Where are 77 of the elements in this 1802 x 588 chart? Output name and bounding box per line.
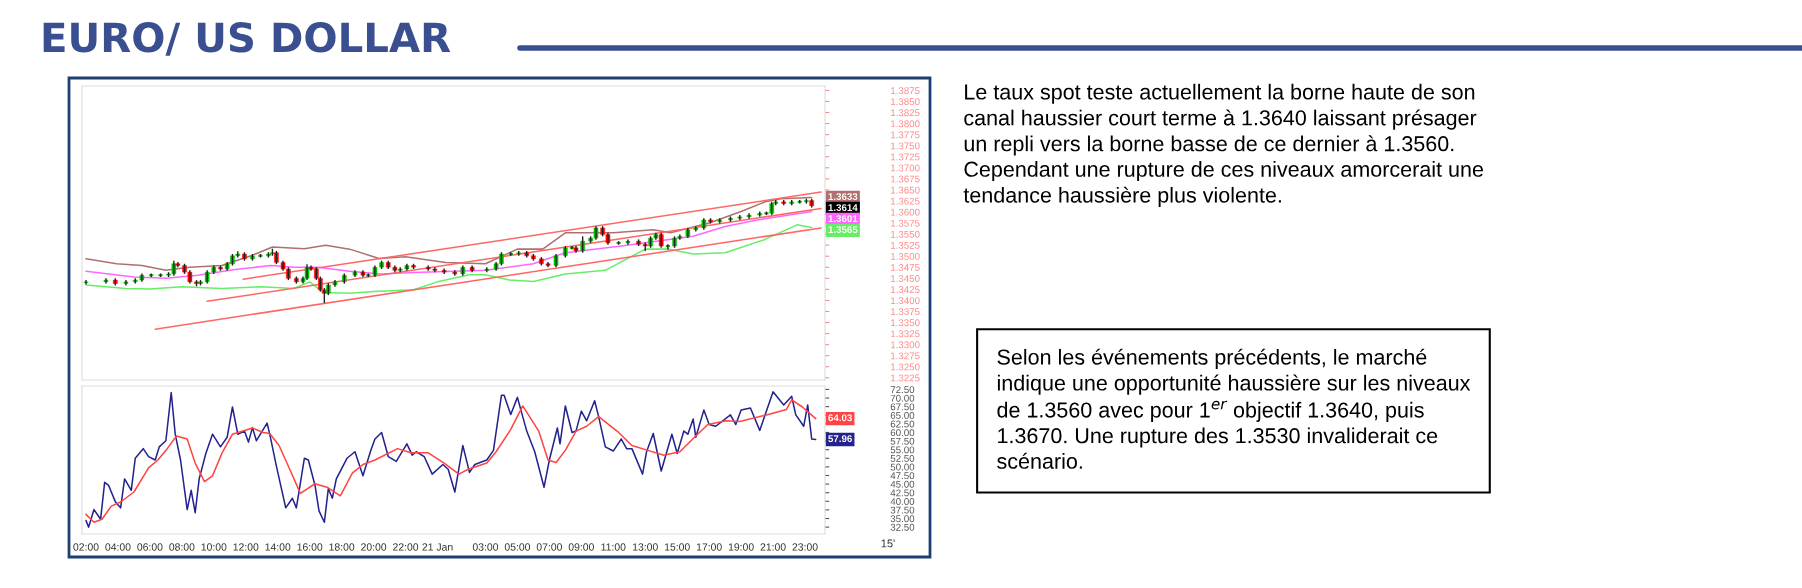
y-tick-label: 1.3250 xyxy=(891,363,920,371)
y-tick-label: 60.00 xyxy=(890,429,915,437)
x-tick-label: 18:00 xyxy=(329,543,355,551)
text: Selon les événements précédents, le marché indique une opportunité haussière sur les niveaux de 1.3560 avec pour 1$^{er}$ objectif 1.3640, puis 1.3670. Une rupture des 1.3530 invaliderait ce scénario. xyxy=(997,348,1471,469)
y-tick-label: 1.3450 xyxy=(891,275,920,282)
text: Le taux spot teste actuellement la borne haute de son canal haussier court terme à 1.3640 laissant présager un repli vers la borne basse de ce dernier à 1.3560. Cependant une rupture de ces niveaux amorcerait une tendance haussière plus violente. xyxy=(963,83,1483,207)
y-tick-label: 1.3350 xyxy=(891,319,920,327)
x-tick-label: 12:00 xyxy=(233,543,259,551)
x-tick-label: 23:00 xyxy=(792,543,818,551)
y-tick-label: 35.00 xyxy=(890,515,915,523)
x-tick-label: 22:00 xyxy=(393,543,419,551)
x-tick-label: 17:00 xyxy=(696,543,722,551)
x-tick-label: 10:00 xyxy=(201,543,227,551)
x-tick-label: 21:00 xyxy=(760,543,786,551)
x-tick-label: 07:00 xyxy=(536,543,562,551)
x-tick-label: 06:00 xyxy=(137,543,163,551)
x-tick-label: 09:00 xyxy=(568,543,594,551)
x-tick-label: 04:00 xyxy=(105,543,131,551)
y-tick-label: 1.3775 xyxy=(891,131,920,139)
y-tick-label: 57.50 xyxy=(890,437,915,445)
annotation: 64.03 xyxy=(828,414,852,422)
y-tick-label: 1.3750 xyxy=(891,142,920,150)
y-tick-label: 1.3600 xyxy=(891,208,920,216)
y-tick-label: 42.50 xyxy=(890,489,915,497)
x-tick-label: 02:00 xyxy=(73,543,99,551)
annotation: 1.3614 xyxy=(828,204,858,212)
y-tick-label: 32.50 xyxy=(890,523,915,531)
x-tick-label: 21 Jan xyxy=(422,543,453,551)
x-tick-label: 14:00 xyxy=(265,543,291,551)
annotation: 1.3601 xyxy=(828,215,858,223)
y-tick-label: 1.3400 xyxy=(891,297,920,305)
x-tick-label: 19:00 xyxy=(728,543,754,551)
y-tick-label: 50.00 xyxy=(890,463,915,471)
y-tick-label: 1.3650 xyxy=(891,186,920,194)
y-tick-label: 67.50 xyxy=(890,403,915,411)
y-tick-label: 1.3325 xyxy=(891,330,920,338)
y-tick-label: 1.3825 xyxy=(891,109,920,117)
y-tick-label: 1.3850 xyxy=(891,98,920,106)
y-tick-label: 65.00 xyxy=(890,411,915,419)
y-tick-label: 1.3500 xyxy=(891,252,920,260)
x-tick-label: 15:00 xyxy=(664,543,690,551)
chart-title: EURO/ US DOLLAR xyxy=(43,22,451,56)
x-tick-label: 20:00 xyxy=(361,543,387,551)
y-tick-label: 62.50 xyxy=(890,420,915,428)
y-tick-label: 1.3625 xyxy=(891,197,920,205)
x-tick-label: 11:00 xyxy=(601,543,626,551)
x-tick-label: 16:00 xyxy=(297,543,323,551)
y-tick-label: 1.3800 xyxy=(891,120,920,128)
y-tick-label: 45.00 xyxy=(890,480,915,488)
y-tick-label: 1.3675 xyxy=(891,175,920,183)
x-tick-label: 13:00 xyxy=(633,543,658,551)
annotation: 57.96 xyxy=(828,435,852,443)
y-tick-label: 1.3525 xyxy=(891,241,920,249)
y-tick-label: 1.3300 xyxy=(891,341,920,349)
annotation: 1.3565 xyxy=(828,226,858,234)
y-tick-label: 1.3700 xyxy=(891,164,920,172)
x-tick-label: 03:00 xyxy=(472,543,499,551)
text: 15' xyxy=(881,539,895,548)
y-tick-label: 1.3575 xyxy=(891,219,920,227)
x-tick-label: 08:00 xyxy=(169,543,195,551)
y-tick-label: 1.3475 xyxy=(891,264,920,271)
y-tick-label: 55.00 xyxy=(890,446,915,454)
annotation: 1.3633 xyxy=(828,193,858,201)
y-tick-label: 1.3275 xyxy=(891,352,920,360)
x-tick-label: 05:00 xyxy=(504,543,531,551)
y-tick-label: 37.50 xyxy=(890,506,915,514)
y-tick-label: 1.3875 xyxy=(891,87,920,95)
y-tick-label: 1.3725 xyxy=(891,153,920,161)
y-tick-label: 1.3225 xyxy=(891,374,920,382)
y-tick-label: 72.50 xyxy=(890,386,915,394)
y-tick-label: 1.3375 xyxy=(891,308,920,316)
y-tick-label: 40.00 xyxy=(890,498,915,505)
y-tick-label: 1.3425 xyxy=(891,286,920,293)
y-tick-label: 52.50 xyxy=(890,455,915,462)
y-tick-label: 1.3550 xyxy=(891,230,920,238)
y-tick-label: 70.00 xyxy=(890,394,915,402)
y-tick-label: 47.50 xyxy=(890,472,915,480)
